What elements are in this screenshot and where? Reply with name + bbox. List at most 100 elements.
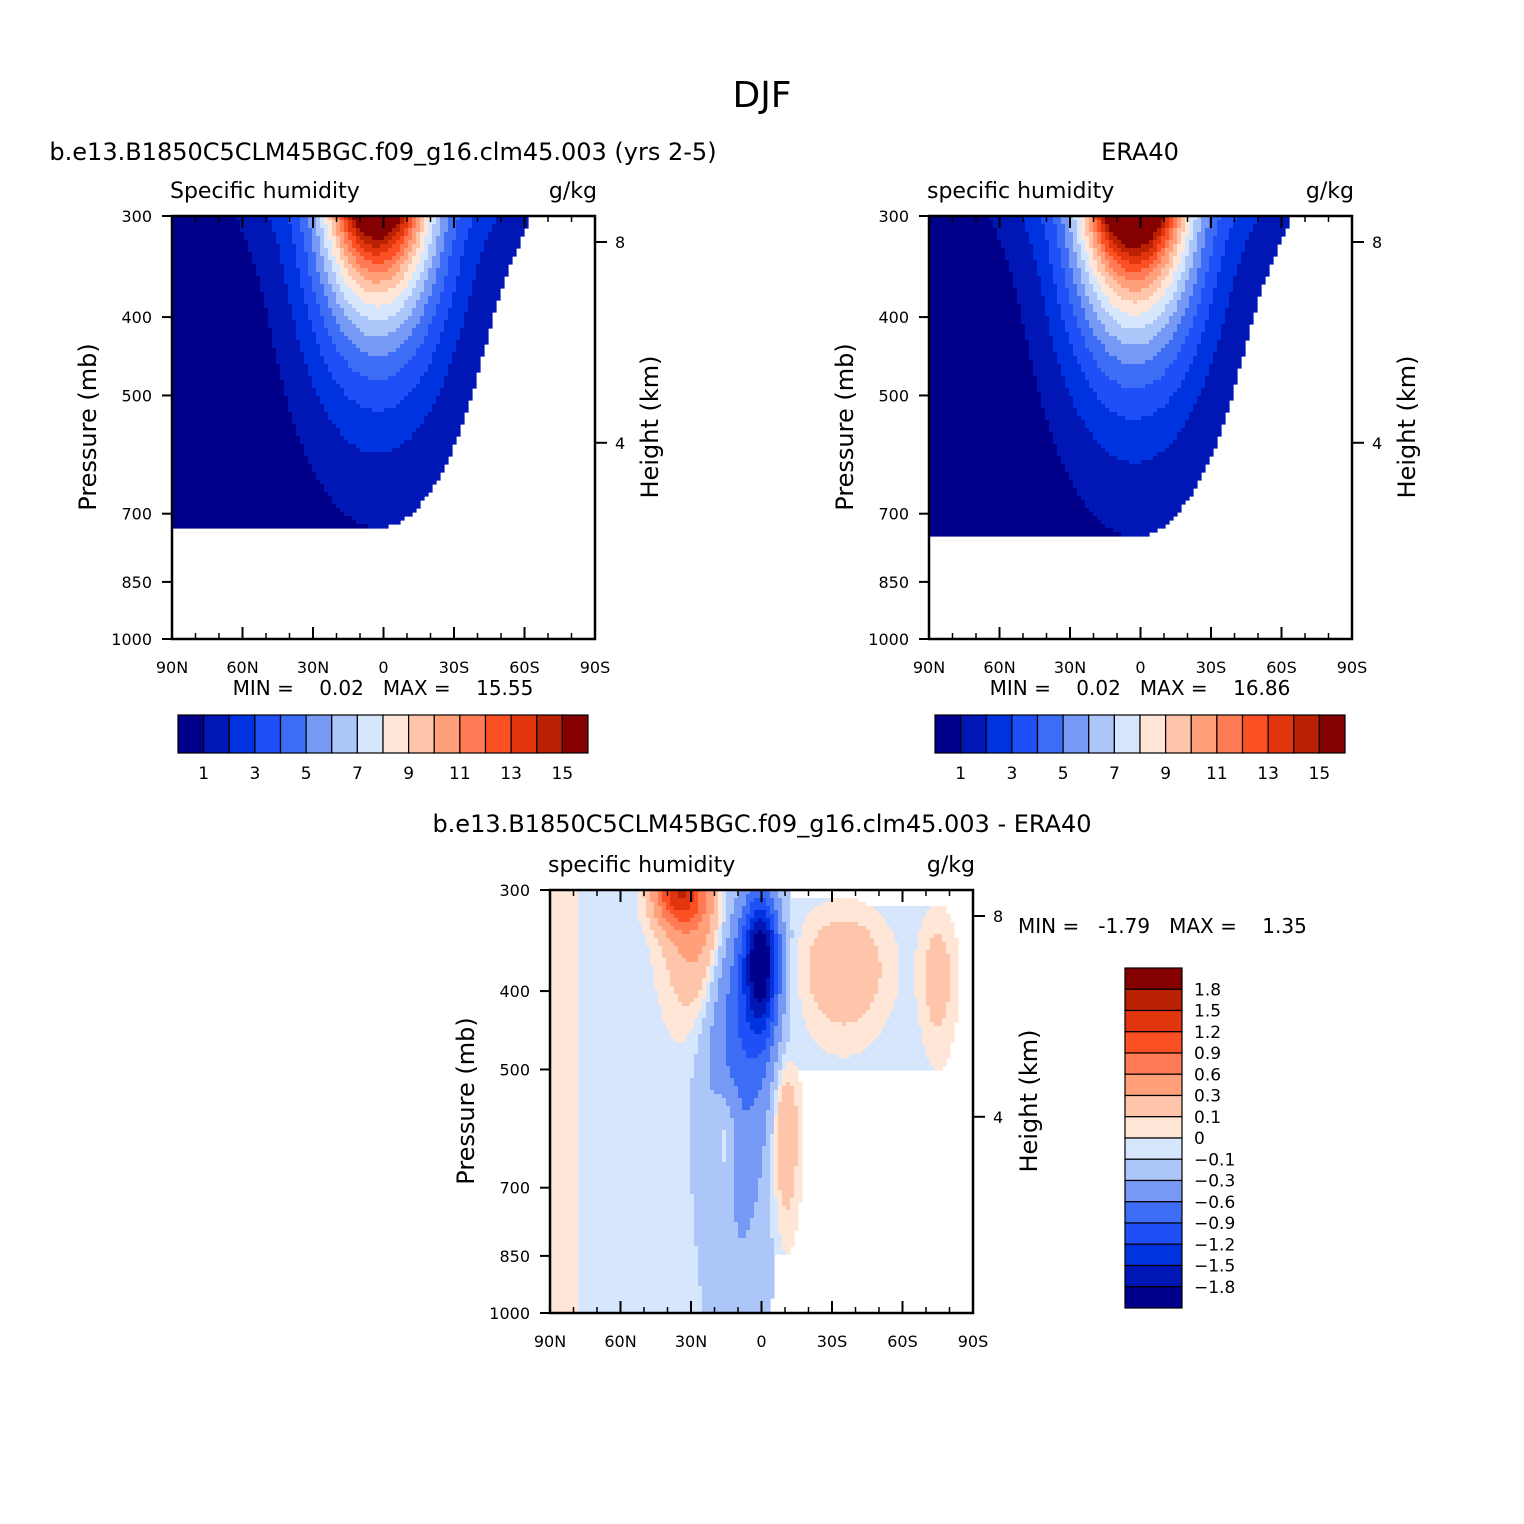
- contour-cell: [396, 240, 405, 245]
- contour-cell: [878, 954, 899, 959]
- contour-cell: [770, 1186, 775, 1191]
- contour-cell: [929, 504, 1086, 509]
- contour-cell: [658, 894, 663, 899]
- contour-cell: [746, 922, 751, 927]
- contour-cell: [778, 1146, 799, 1151]
- contour-cell: [248, 248, 281, 253]
- contour-cell: [400, 256, 409, 261]
- contour-cell: [1173, 236, 1178, 241]
- contour-cell: [790, 994, 799, 999]
- contour-cell: [786, 950, 791, 955]
- contour-cell: [296, 320, 313, 325]
- contour-cell: [670, 902, 691, 907]
- contour-cell: [946, 950, 959, 955]
- contour-cell: [332, 420, 425, 425]
- contour-cell: [1233, 284, 1262, 289]
- contour-cell: [774, 1142, 779, 1147]
- contour-cell: [694, 1234, 739, 1239]
- contour-cell: [1217, 284, 1234, 289]
- contour-cell: [674, 942, 707, 947]
- contour-cell: [750, 1006, 767, 1011]
- contour-cell: [328, 256, 337, 261]
- contour-cell: [762, 1050, 771, 1055]
- contour-cell: [1025, 328, 1050, 333]
- contour-cell: [646, 934, 655, 939]
- contour-cell: [344, 260, 349, 265]
- contour-cell: [738, 982, 743, 987]
- contour-cell: [1113, 304, 1154, 309]
- contour-cell: [340, 508, 417, 513]
- contour-cell: [1181, 224, 1186, 229]
- contour-cell: [172, 288, 261, 293]
- contour-cell: [308, 272, 321, 277]
- contour-cell: [404, 320, 421, 325]
- contour-cell: [778, 1178, 795, 1183]
- contour-cell: [730, 934, 739, 939]
- contour-cell: [1245, 248, 1278, 253]
- contour-cell: [1049, 332, 1070, 337]
- contour-cell: [1213, 288, 1234, 293]
- contour-cell: [786, 982, 791, 987]
- contour-cell: [722, 958, 735, 963]
- contour-cell: [722, 926, 731, 931]
- contour-cell: [1045, 408, 1078, 413]
- contour-cell: [172, 344, 273, 349]
- contour-cell: [578, 906, 639, 911]
- contour-cell: [328, 216, 333, 221]
- contour-cell: [1225, 244, 1246, 249]
- contour-cell: [742, 966, 747, 971]
- contour-cell: [734, 1134, 767, 1139]
- contour-cell: [774, 1138, 779, 1143]
- contour-cell: [726, 1138, 735, 1143]
- units-label: g/kg: [927, 853, 975, 878]
- contour-cell: [460, 328, 489, 333]
- contour-cell: [929, 336, 1026, 341]
- contour-cell: [778, 982, 783, 987]
- x-tick-label: 0: [378, 658, 388, 677]
- contour-cell: [1165, 264, 1174, 269]
- contour-cell: [1089, 228, 1094, 233]
- contour-cell: [452, 304, 469, 309]
- contour-cell: [320, 344, 337, 349]
- contour-cell: [782, 1202, 791, 1207]
- colorbar-box: [1124, 1222, 1183, 1245]
- contour-cell: [408, 244, 413, 249]
- contour-cell: [734, 1166, 763, 1171]
- contour-cell: [882, 914, 927, 919]
- contour-cell: [1177, 388, 1202, 393]
- contour-cell: [1185, 236, 1194, 241]
- contour-cell: [424, 248, 429, 253]
- contour-cell: [348, 232, 353, 237]
- contour-cell: [722, 962, 735, 967]
- contour-cell: [710, 970, 715, 975]
- contour-cell: [678, 994, 699, 999]
- contour-cell: [770, 1222, 779, 1227]
- contour-cell: [929, 292, 1018, 297]
- contour-cell: [1153, 244, 1158, 249]
- contour-cell: [1081, 272, 1090, 277]
- contour-cell: [1117, 412, 1154, 417]
- contour-cell: [706, 910, 715, 915]
- contour-cell: [1085, 336, 1098, 341]
- contour-cell: [802, 930, 819, 935]
- colorbar-box: [1124, 1243, 1183, 1267]
- contour-cell: [738, 1222, 751, 1227]
- contour-cell: [782, 1190, 795, 1195]
- contour-cell: [774, 978, 779, 983]
- contour-cell: [1169, 340, 1186, 345]
- contour-cell: [1057, 240, 1066, 245]
- contour-cell: [710, 1026, 727, 1031]
- contour-cell: [336, 504, 421, 509]
- contour-cell: [698, 958, 711, 963]
- contour-cell: [312, 384, 341, 389]
- contour-cell: [782, 902, 791, 907]
- contour-cell: [774, 1162, 779, 1167]
- contour-cell: [1197, 312, 1210, 317]
- contour-cell: [802, 1010, 823, 1015]
- contour-cell: [698, 1278, 775, 1283]
- contour-cell: [750, 938, 755, 943]
- contour-cell: [1165, 448, 1214, 453]
- contour-cell: [929, 284, 1014, 289]
- colorbar-box: [1036, 714, 1064, 754]
- contour-cell: [1085, 312, 1098, 317]
